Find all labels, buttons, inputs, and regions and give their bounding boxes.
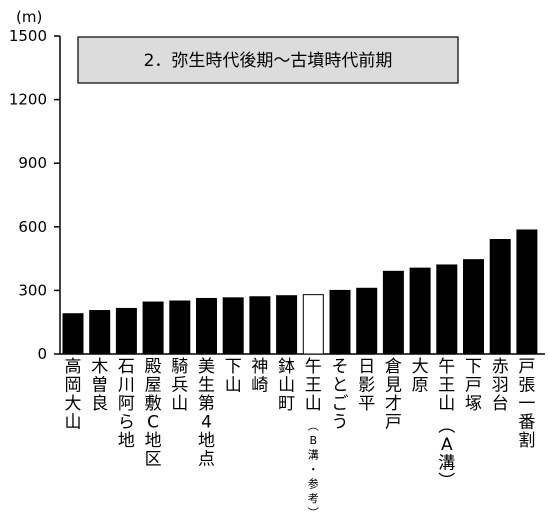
bar — [329, 289, 351, 355]
chart-title-box: 2．弥生時代後期〜古墳時代前期 — [77, 36, 459, 84]
x-category-note: ︵ A 溝︶ — [438, 417, 455, 493]
y-tick-label: 1200 — [9, 91, 47, 109]
bar — [516, 229, 538, 355]
y-axis-unit-label: (m) — [16, 8, 42, 26]
bar — [115, 307, 137, 355]
bar — [436, 264, 458, 355]
bar — [196, 297, 217, 355]
x-category-name: 高岡大山 — [65, 357, 82, 433]
x-category-name: 美生第 4 地点 — [198, 357, 215, 470]
chart-title-background — [77, 36, 459, 84]
x-category-label: 大原 — [412, 357, 429, 396]
x-category-name: 騎兵山 — [171, 357, 188, 414]
bar — [409, 267, 431, 355]
x-category-label: 美生第 4 地点 — [198, 357, 215, 470]
x-category-label: 高岡大山 — [65, 357, 82, 433]
x-category-name: 倉見才戸 — [385, 357, 402, 433]
bar — [62, 313, 84, 355]
y-tick-label: 600 — [18, 218, 47, 236]
x-category-label: 倉見才戸 — [385, 357, 402, 433]
y-tick-label: 0 — [37, 345, 47, 363]
bar — [302, 294, 324, 355]
bar — [356, 287, 378, 355]
x-category-label: 赤羽台 — [492, 357, 509, 414]
x-category-name: 戸張一番割 — [518, 357, 535, 451]
x-category-label: 殿屋敷 C 地区 — [145, 357, 162, 470]
x-category-name: 木曽良 — [91, 357, 108, 414]
x-category-name: 神崎 — [251, 357, 268, 396]
bar — [89, 310, 111, 355]
chart-title: 2．弥生時代後期〜古墳時代前期 — [144, 51, 393, 71]
bar — [249, 296, 271, 355]
x-category-label: 騎兵山 — [171, 357, 188, 414]
y-tick-label: 1500 — [9, 27, 47, 45]
bar — [463, 259, 484, 355]
bar — [489, 239, 511, 355]
x-category-label: 下山 — [225, 357, 242, 396]
x-category-label: 午王山 ︵ B 溝・参考︶ — [305, 357, 322, 515]
x-category-label: 下戸塚 — [465, 357, 482, 414]
x-category-label: 鉢山町 — [278, 357, 295, 414]
x-category-name: 石川阿ら地 — [118, 357, 135, 451]
bar — [169, 300, 191, 355]
y-tick-label: 300 — [18, 281, 47, 299]
y-axis-ticks: 0 300 600 900 1200 1500 — [9, 27, 60, 363]
bar — [222, 297, 244, 355]
x-category-name: 日影平 — [358, 357, 375, 414]
x-category-name: 大原 — [412, 357, 429, 396]
x-category-label: 戸張一番割 — [518, 357, 535, 451]
x-category-label: そとごう — [332, 357, 349, 433]
x-category-name: 殿屋敷 C 地区 — [145, 357, 162, 470]
bar — [142, 301, 164, 355]
x-category-label: 石川阿ら地 — [118, 357, 135, 451]
x-category-name: 下山 — [225, 357, 242, 396]
y-tick-label: 900 — [18, 154, 47, 172]
x-category-label: 木曽良 — [91, 357, 108, 414]
bars — [62, 229, 538, 355]
x-category-note: ︵ B 溝・参考︶ — [308, 420, 319, 515]
x-category-name: そとごう — [332, 357, 349, 433]
x-category-label: 神崎 — [251, 357, 268, 396]
bar — [382, 270, 404, 355]
x-category-name: 午王山 — [438, 357, 455, 414]
x-category-name: 赤羽台 — [492, 357, 509, 414]
x-category-name: 午王山 — [305, 357, 322, 414]
x-category-label: 午王山 ︵ A 溝︶ — [438, 357, 455, 492]
x-category-name: 鉢山町 — [278, 357, 295, 414]
x-category-label: 日影平 — [358, 357, 375, 414]
x-category-name: 下戸塚 — [465, 357, 482, 414]
bar — [276, 295, 298, 355]
